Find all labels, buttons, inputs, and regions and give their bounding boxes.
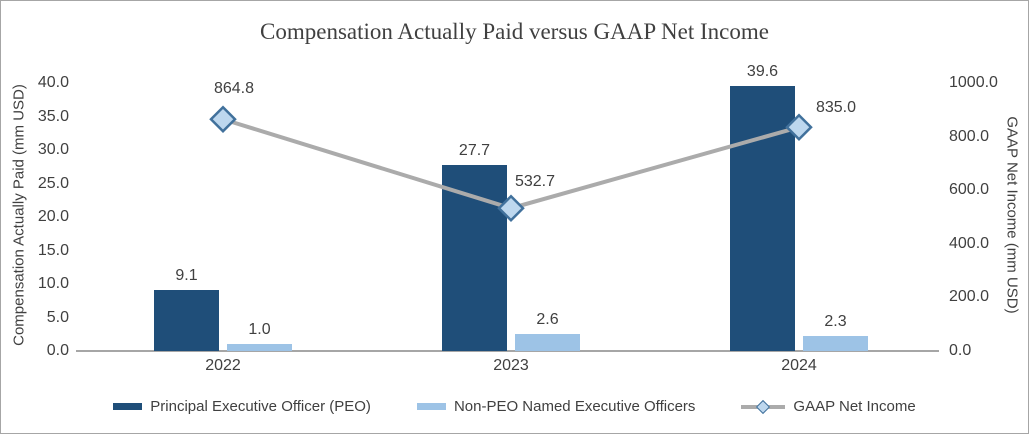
legend-label-non-peo: Non-PEO Named Executive Officers (453, 398, 696, 415)
bar-value-label: 9.1 (175, 267, 198, 285)
bar-non-peo (515, 333, 580, 351)
legend-label-peo: Principal Executive Officer (PEO) (150, 398, 371, 415)
line-value-label: 864.8 (213, 80, 255, 98)
line-value-label: 532.7 (514, 173, 556, 191)
bar-value-label: 39.6 (746, 62, 779, 80)
x-axis-label: 2023 (493, 357, 529, 374)
legend-item-non-peo: Non-PEO Named Executive Officers (416, 398, 696, 415)
right-axis-tick: 200.0 (949, 288, 990, 306)
x-axis-label: 2024 (781, 357, 817, 374)
bar-peo (442, 165, 507, 351)
legend-item-gaap: GAAP Net Income (741, 398, 916, 415)
gaap-line-marker-icon (741, 399, 786, 414)
line-value-label: 835.0 (815, 99, 857, 117)
bar-value-label: 27.7 (458, 142, 491, 160)
left-axis-tick: 5.0 (46, 308, 69, 326)
chart-title: Compensation Actually Paid versus GAAP N… (260, 19, 769, 44)
left-axis-tick: 0.0 (46, 342, 69, 359)
bar-non-peo (803, 335, 868, 351)
left-axis-tick: 25.0 (37, 174, 69, 192)
bar-value-label: 1.0 (248, 321, 271, 339)
x-axis-line (76, 350, 939, 352)
bar-peo (154, 290, 219, 351)
left-axis-tick: 40.0 (37, 74, 69, 91)
right-axis-tick: 600.0 (949, 181, 990, 199)
legend: Principal Executive Officer (PEO) Non-PE… (1, 398, 1028, 415)
bar-value-label: 2.6 (536, 310, 559, 328)
right-axis-tick: 800.0 (949, 127, 990, 145)
bar-non-peo (227, 344, 292, 351)
bar-value-label: 2.3 (824, 312, 847, 330)
left-axis-tick: 35.0 (37, 107, 69, 125)
left-axis-tick: 15.0 (37, 241, 69, 259)
right-axis-tick: 1000.0 (949, 74, 998, 91)
non-peo-bar-swatch-icon (416, 403, 446, 410)
x-axis-label: 2022 (205, 357, 241, 374)
peo-bar-swatch-icon (113, 403, 143, 410)
legend-item-peo: Principal Executive Officer (PEO) (113, 398, 371, 415)
bar-peo (730, 85, 795, 351)
right-axis-tick: 0.0 (949, 342, 972, 359)
gaap-legend-diamond-icon (756, 399, 771, 414)
left-axis-tick: 10.0 (37, 275, 69, 292)
legend-label-gaap: GAAP Net Income (793, 398, 916, 415)
left-axis-tick: 20.0 (37, 208, 69, 225)
right-axis-tick: 400.0 (949, 234, 990, 252)
left-axis-tick: 30.0 (37, 141, 69, 158)
